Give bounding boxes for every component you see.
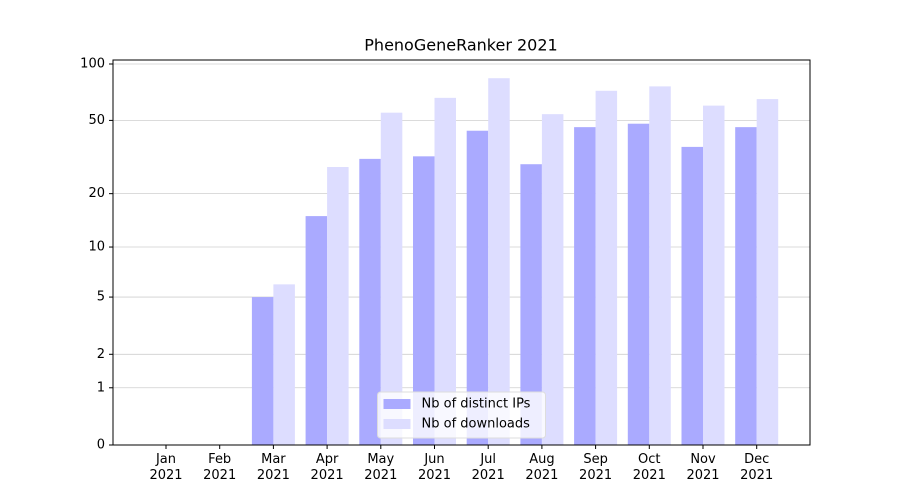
legend: Nb of distinct IPs Nb of downloads — [377, 391, 546, 439]
bar — [327, 167, 349, 445]
bar — [434, 97, 456, 446]
x-tick-label: Nov 2021 — [686, 452, 720, 483]
bar — [520, 164, 542, 445]
bar — [305, 216, 328, 445]
x-tick-label: Aug 2021 — [525, 452, 559, 483]
y-tick-label: 0 — [97, 438, 105, 453]
bar — [595, 90, 618, 445]
y-tick-label: 10 — [88, 240, 105, 255]
bar — [413, 156, 435, 445]
x-tick-label: Jul 2021 — [471, 452, 505, 483]
bar — [380, 112, 403, 445]
x-tick-label: Sep 2021 — [579, 452, 613, 483]
bar — [488, 78, 510, 445]
x-tick-label: Dec 2021 — [740, 452, 774, 483]
bar — [574, 127, 596, 446]
bar — [251, 297, 274, 445]
legend-swatch — [383, 419, 411, 429]
x-tick-label: Oct 2021 — [632, 452, 666, 483]
y-tick-label: 100 — [80, 56, 105, 71]
bar — [541, 114, 564, 445]
bar — [756, 99, 779, 445]
x-tick-label: Mar 2021 — [256, 452, 290, 483]
bar — [466, 130, 489, 446]
chart-title: PhenoGeneRanker 2021 — [364, 36, 557, 55]
legend-swatch — [383, 399, 411, 409]
y-tick-label: 5 — [97, 290, 105, 305]
bar — [359, 158, 381, 445]
x-tick-label: Jan 2021 — [149, 452, 183, 483]
x-tick-label: Jun 2021 — [417, 452, 452, 483]
x-tick-label: May 2021 — [364, 452, 398, 483]
y-tick-label: 1 — [97, 380, 105, 395]
bar — [627, 123, 650, 445]
bar — [681, 146, 703, 445]
bar — [735, 127, 757, 446]
y-tick-label: 20 — [88, 186, 105, 201]
y-tick-label: 2 — [97, 347, 105, 362]
legend-label: Nb of downloads — [422, 417, 531, 432]
bar — [703, 105, 725, 446]
legend-label: Nb of distinct IPs — [422, 397, 531, 412]
legend-box — [377, 391, 546, 439]
bar — [273, 284, 295, 445]
x-tick-label: Feb 2021 — [203, 452, 237, 483]
y-tick-label: 50 — [88, 113, 105, 128]
plot-frame — [112, 59, 811, 446]
x-tick-label: Apr 2021 — [310, 452, 344, 483]
bar — [649, 86, 671, 445]
